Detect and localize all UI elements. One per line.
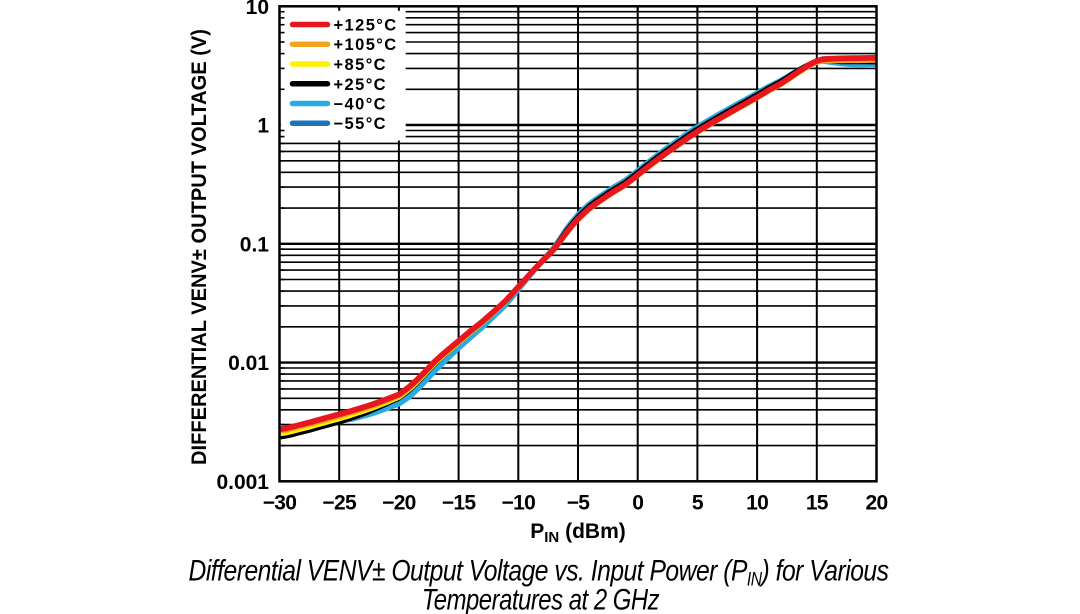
svg-text:−55°C: −55°C: [334, 115, 388, 133]
svg-text:1: 1: [257, 115, 269, 138]
svg-text:+125°C: +125°C: [334, 17, 398, 35]
svg-text:5: 5: [692, 492, 704, 515]
svg-text:0: 0: [632, 492, 643, 515]
svg-text:20: 20: [866, 492, 888, 515]
svg-text:+105°C: +105°C: [334, 36, 398, 54]
svg-text:Temperatures at 2 GHz: Temperatures at 2 GHz: [422, 582, 660, 614]
svg-text:DIFFERENTIAL VENV± OUTPUT VOLT: DIFFERENTIAL VENV± OUTPUT VOLTAGE (V): [188, 29, 211, 465]
svg-text:Differential VENV± Output Volt: Differential VENV± Output Voltage vs. In…: [189, 553, 890, 590]
svg-text:10: 10: [746, 492, 768, 515]
svg-text:−10: −10: [502, 492, 536, 515]
svg-text:−25: −25: [322, 492, 357, 515]
svg-text:10: 10: [246, 0, 269, 19]
svg-text:0.1: 0.1: [240, 233, 270, 256]
svg-text:0.01: 0.01: [228, 352, 269, 375]
svg-text:−40°C: −40°C: [334, 96, 388, 114]
svg-text:+85°C: +85°C: [334, 56, 388, 74]
svg-text:−30: −30: [263, 492, 297, 515]
svg-text:−5: −5: [567, 492, 591, 515]
svg-text:0.001: 0.001: [216, 471, 269, 494]
svg-text:−20: −20: [382, 492, 416, 515]
svg-text:−15: −15: [442, 492, 477, 515]
svg-text:PIN (dBm): PIN (dBm): [530, 520, 626, 546]
svg-text:15: 15: [806, 492, 829, 515]
svg-text:+25°C: +25°C: [334, 76, 388, 94]
